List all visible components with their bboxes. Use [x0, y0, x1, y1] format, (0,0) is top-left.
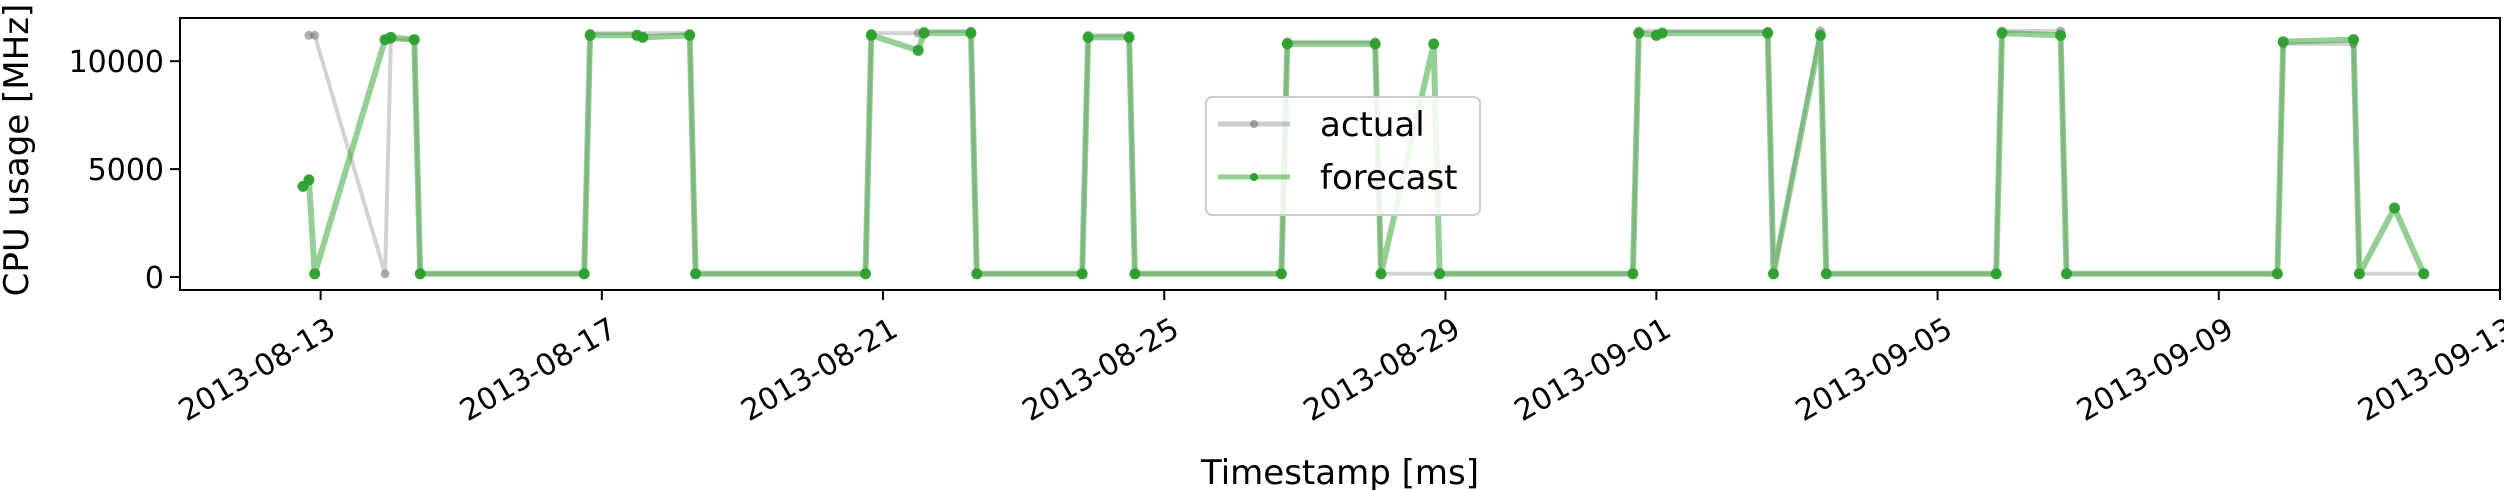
- data-point-forecast: [1428, 38, 1440, 50]
- data-point-forecast: [1375, 268, 1387, 280]
- data-point-forecast: [1996, 27, 2008, 39]
- data-point-forecast: [865, 29, 877, 41]
- y-tick-label: 5000: [88, 153, 164, 188]
- series-forecast: [297, 27, 2430, 280]
- legend: actual forecast: [1205, 96, 1481, 216]
- data-point-forecast: [2271, 268, 2283, 280]
- data-point-forecast: [1434, 268, 1446, 280]
- x-axis-label: Timestamp [ms]: [1200, 453, 1479, 490]
- data-point-forecast: [965, 27, 977, 39]
- legend-box: [1205, 96, 1481, 216]
- data-point-forecast: [2418, 268, 2430, 280]
- data-point-forecast: [1076, 268, 1088, 280]
- legend-label-forecast: forecast: [1320, 158, 1458, 198]
- data-point-forecast: [303, 174, 315, 186]
- x-axis: 2013-08-13 2013-08-17 2013-08-21 2013-08-25…: [173, 290, 2504, 429]
- y-tick-label: 0: [145, 261, 164, 296]
- data-point-forecast: [2277, 36, 2289, 48]
- legend-marker-forecast: [1250, 173, 1258, 181]
- plot-frame: [179, 17, 2501, 291]
- data-point-forecast: [309, 268, 321, 280]
- data-point-forecast: [1129, 268, 1141, 280]
- data-point-forecast: [1369, 38, 1381, 50]
- y-axis-label: CPU usage [MHz]: [0, 4, 37, 297]
- data-point-actual: [310, 30, 320, 40]
- legend-label-actual: actual: [1320, 105, 1425, 145]
- x-tick-label: 2013-08-13: [173, 311, 341, 428]
- data-point-forecast: [1275, 268, 1287, 280]
- data-point-forecast: [912, 44, 924, 56]
- data-point-forecast: [1768, 268, 1779, 280]
- data-point-forecast: [584, 29, 596, 41]
- data-point-forecast: [1656, 27, 1668, 39]
- y-axis: 0 5000 10000: [69, 45, 180, 296]
- x-tick-label: 2013-09-13: [2352, 311, 2504, 428]
- data-point-forecast: [690, 268, 702, 280]
- data-point-forecast: [1082, 31, 1094, 43]
- data-point-forecast: [2061, 268, 2072, 280]
- data-point-forecast: [637, 31, 649, 43]
- data-point-forecast: [860, 268, 871, 280]
- data-point-forecast: [684, 29, 696, 41]
- data-point-forecast: [918, 27, 930, 39]
- data-point-forecast: [1820, 268, 1832, 280]
- data-point-forecast: [385, 31, 397, 43]
- x-tick-label: 2013-09-01: [1509, 311, 1677, 428]
- data-point-forecast: [578, 268, 590, 280]
- data-point-actual: [380, 269, 390, 279]
- data-point-forecast: [1633, 27, 1645, 39]
- data-point-forecast: [408, 34, 420, 46]
- data-point-forecast: [414, 268, 426, 280]
- x-tick-label: 2013-08-17: [454, 311, 622, 428]
- x-tick-label: 2013-08-25: [1017, 311, 1185, 428]
- data-point-forecast: [2353, 268, 2365, 280]
- x-tick-label: 2013-09-09: [2071, 311, 2239, 428]
- data-point-forecast: [2055, 29, 2067, 41]
- legend-marker-actual: [1250, 120, 1258, 128]
- data-point-forecast: [2348, 34, 2359, 46]
- data-point-forecast: [971, 268, 983, 280]
- data-point-forecast: [1627, 268, 1639, 280]
- data-point-forecast: [1123, 31, 1135, 43]
- x-tick-label: 2013-08-21: [735, 311, 903, 428]
- data-point-forecast: [1814, 29, 1826, 41]
- plot-area: [297, 26, 2430, 280]
- y-tick-label: 10000: [69, 45, 164, 80]
- data-point-forecast: [1762, 27, 1774, 39]
- data-point-forecast: [1990, 268, 2002, 280]
- data-point-forecast: [1281, 38, 1293, 50]
- x-tick-label: 2013-09-05: [1790, 311, 1958, 428]
- data-point-forecast: [2389, 202, 2400, 214]
- x-tick-label: 2013-08-29: [1298, 311, 1466, 428]
